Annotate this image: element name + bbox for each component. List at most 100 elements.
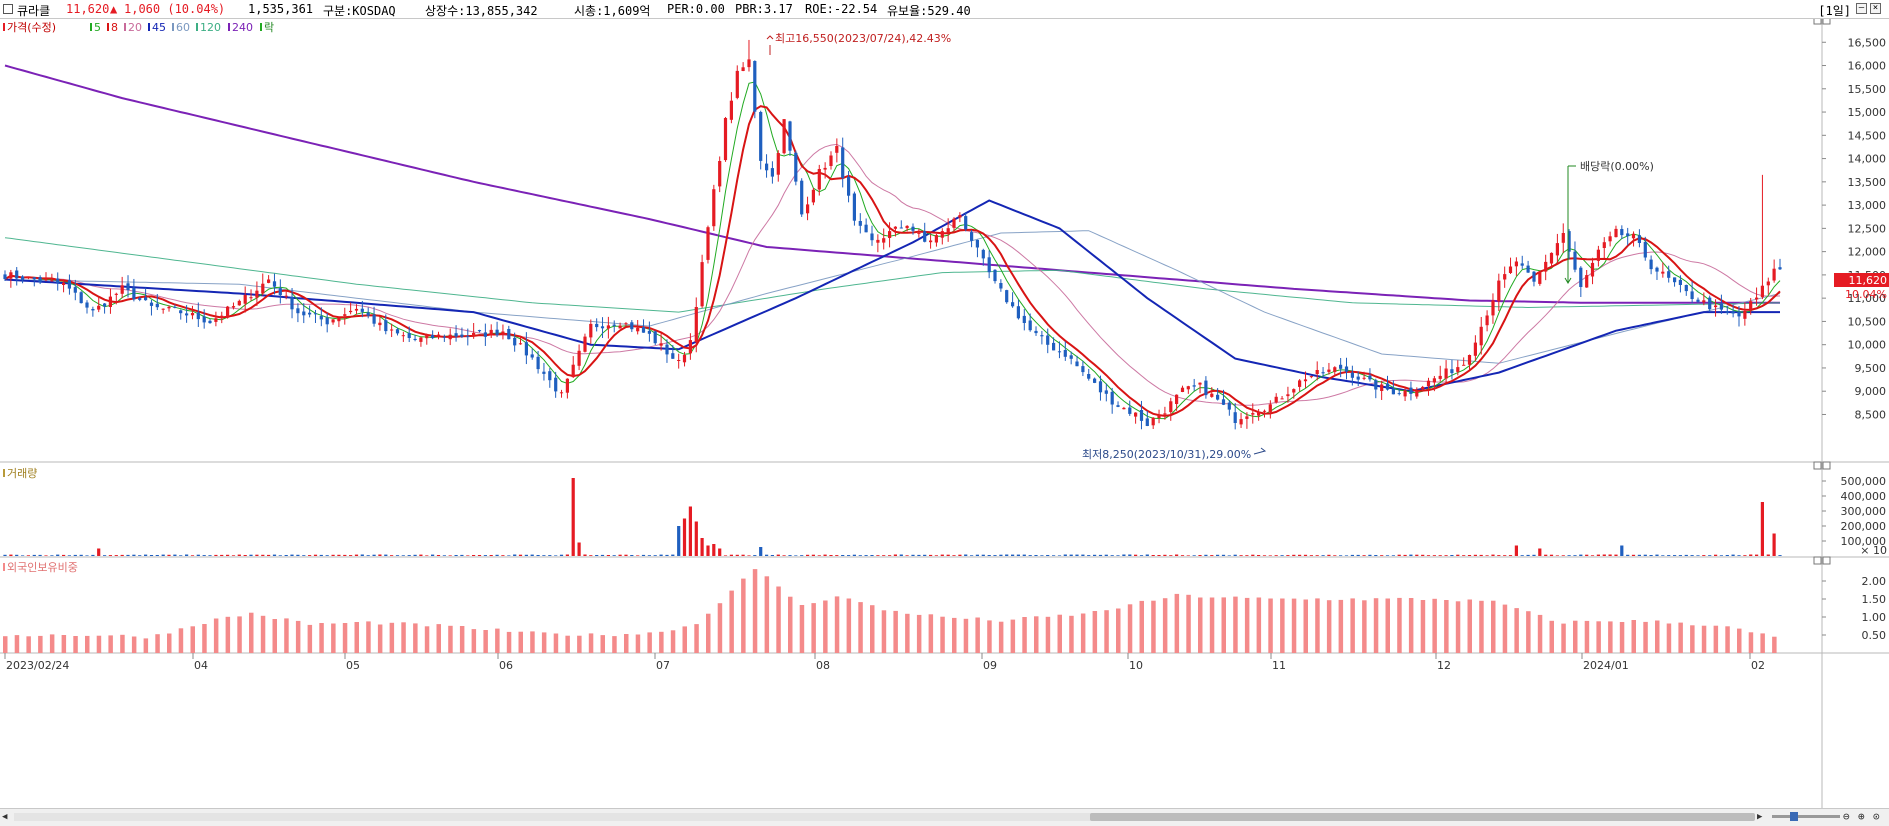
scroll-left-button[interactable]: ◀ — [2, 812, 8, 822]
zoom-slider-knob[interactable] — [1790, 812, 1798, 821]
foreign-bar — [225, 616, 231, 653]
candle-body — [694, 307, 698, 343]
volume-bar — [677, 526, 681, 556]
candle-body — [1579, 267, 1583, 287]
volume-bar — [290, 554, 294, 556]
candle-body — [448, 334, 452, 340]
foreign-bar — [717, 603, 723, 653]
zoom-reset-icon[interactable]: ⊙ — [1873, 810, 1880, 823]
volume-bar — [600, 554, 605, 556]
volume-bar — [1549, 554, 1554, 556]
volume-bar — [208, 555, 212, 556]
volume-bar — [1016, 554, 1020, 556]
price-tick-label: 10,000 — [1848, 339, 1887, 352]
candle-body — [1573, 251, 1577, 270]
foreign-bar — [1397, 597, 1402, 653]
volume-bar — [1696, 555, 1700, 556]
foreign-bar — [1655, 620, 1660, 653]
legend-ma5: 5 — [94, 21, 101, 34]
volume-panel-close-button[interactable] — [1822, 461, 1831, 470]
zoom-slider[interactable] — [1772, 815, 1840, 818]
legend-price-marker — [3, 23, 5, 31]
legend-ma20-marker — [124, 23, 126, 31]
price-panel-close-button[interactable] — [1822, 19, 1831, 25]
volume-bar — [548, 555, 552, 556]
low-annotation: 최저8,250(2023/10/31),29.00% — [1082, 448, 1251, 461]
foreign-bar — [307, 624, 313, 653]
volume-bar — [1087, 555, 1091, 556]
candle-body — [1098, 381, 1103, 393]
candle-body — [1356, 376, 1360, 380]
candle-body — [1075, 361, 1079, 367]
candle-body — [1280, 398, 1284, 400]
candle-body — [735, 70, 739, 98]
candle-body — [1227, 402, 1231, 410]
foreign-bar — [155, 634, 160, 653]
candle-body — [1005, 290, 1009, 303]
volume-bar — [893, 554, 897, 556]
volume-panel-min-button[interactable] — [1813, 461, 1822, 470]
foreign-bar — [940, 616, 945, 653]
scroll-thumb[interactable] — [1090, 813, 1755, 821]
candle-body — [600, 326, 605, 329]
foreign-panel-min-button[interactable] — [1813, 556, 1822, 565]
candle-body — [1391, 388, 1395, 395]
close-button[interactable]: × — [1870, 3, 1881, 14]
price-tick-label: 12,500 — [1848, 222, 1887, 235]
zoom-in-icon[interactable]: ⊕ — [1858, 810, 1865, 823]
listed-shares: 상장수:13,855,342 — [425, 4, 538, 18]
candle-body — [1555, 243, 1559, 256]
chart-footer: ◀ ▶ ⊖ ⊕ ⊙ — [0, 808, 1889, 826]
candle-body — [641, 327, 646, 333]
volume-bar — [1292, 554, 1296, 556]
volume-bar — [1251, 554, 1255, 556]
scroll-track[interactable] — [14, 813, 1754, 821]
x-tick-label: 04 — [194, 659, 208, 672]
candle-body — [395, 329, 400, 334]
foreign-bar — [413, 623, 418, 653]
volume-bar — [255, 554, 259, 556]
candle-body — [372, 314, 376, 324]
volume-bar — [1116, 555, 1120, 556]
candle-body — [313, 313, 318, 315]
volume-bar — [1450, 555, 1454, 556]
candle-body — [1368, 375, 1372, 380]
foreign-bar — [131, 636, 137, 653]
volume-bar — [1128, 554, 1132, 556]
volume-bar — [636, 555, 640, 556]
candle-body — [483, 332, 487, 337]
volume-bar — [1005, 554, 1009, 556]
volume-bar — [220, 554, 224, 556]
candle-body — [261, 283, 265, 294]
volume-bar — [138, 555, 142, 556]
volume-bar — [1216, 554, 1220, 556]
foreign-panel-close-button[interactable] — [1822, 556, 1831, 565]
volume-bar — [1075, 554, 1079, 556]
candle-body — [677, 360, 681, 361]
period-selector[interactable]: [1일] — [1818, 4, 1851, 18]
foreign-bar — [49, 634, 55, 653]
zoom-out-icon[interactable]: ⊖ — [1843, 810, 1850, 823]
volume-bar — [1766, 554, 1770, 556]
volume-bar — [231, 555, 236, 556]
foreign-bar — [3, 636, 8, 653]
candle-body — [688, 340, 692, 354]
foreign-bar — [588, 633, 594, 653]
volume-bar — [999, 554, 1003, 556]
volume-bar — [1772, 533, 1776, 556]
volume-bar — [1098, 554, 1103, 556]
volume-bar — [905, 555, 909, 556]
candle-body — [290, 297, 294, 310]
price-panel-min-button[interactable] — [1813, 19, 1822, 25]
minimize-button[interactable]: – — [1856, 3, 1867, 14]
volume-bar — [1667, 555, 1671, 556]
stock-name[interactable]: 큐라클 — [17, 4, 51, 18]
volume-bar — [67, 555, 71, 556]
volume-bar — [624, 554, 628, 556]
volume-bar — [173, 554, 177, 556]
stock-chart[interactable]: 가격(수정) 5 8 20 45 60 120 240 락 거래량 외국인보유비… — [0, 19, 1889, 808]
volume-bar — [1034, 555, 1038, 556]
scroll-right-button[interactable]: ▶ — [1757, 812, 1763, 822]
checkbox[interactable] — [3, 4, 13, 14]
candle-body — [1462, 364, 1466, 366]
